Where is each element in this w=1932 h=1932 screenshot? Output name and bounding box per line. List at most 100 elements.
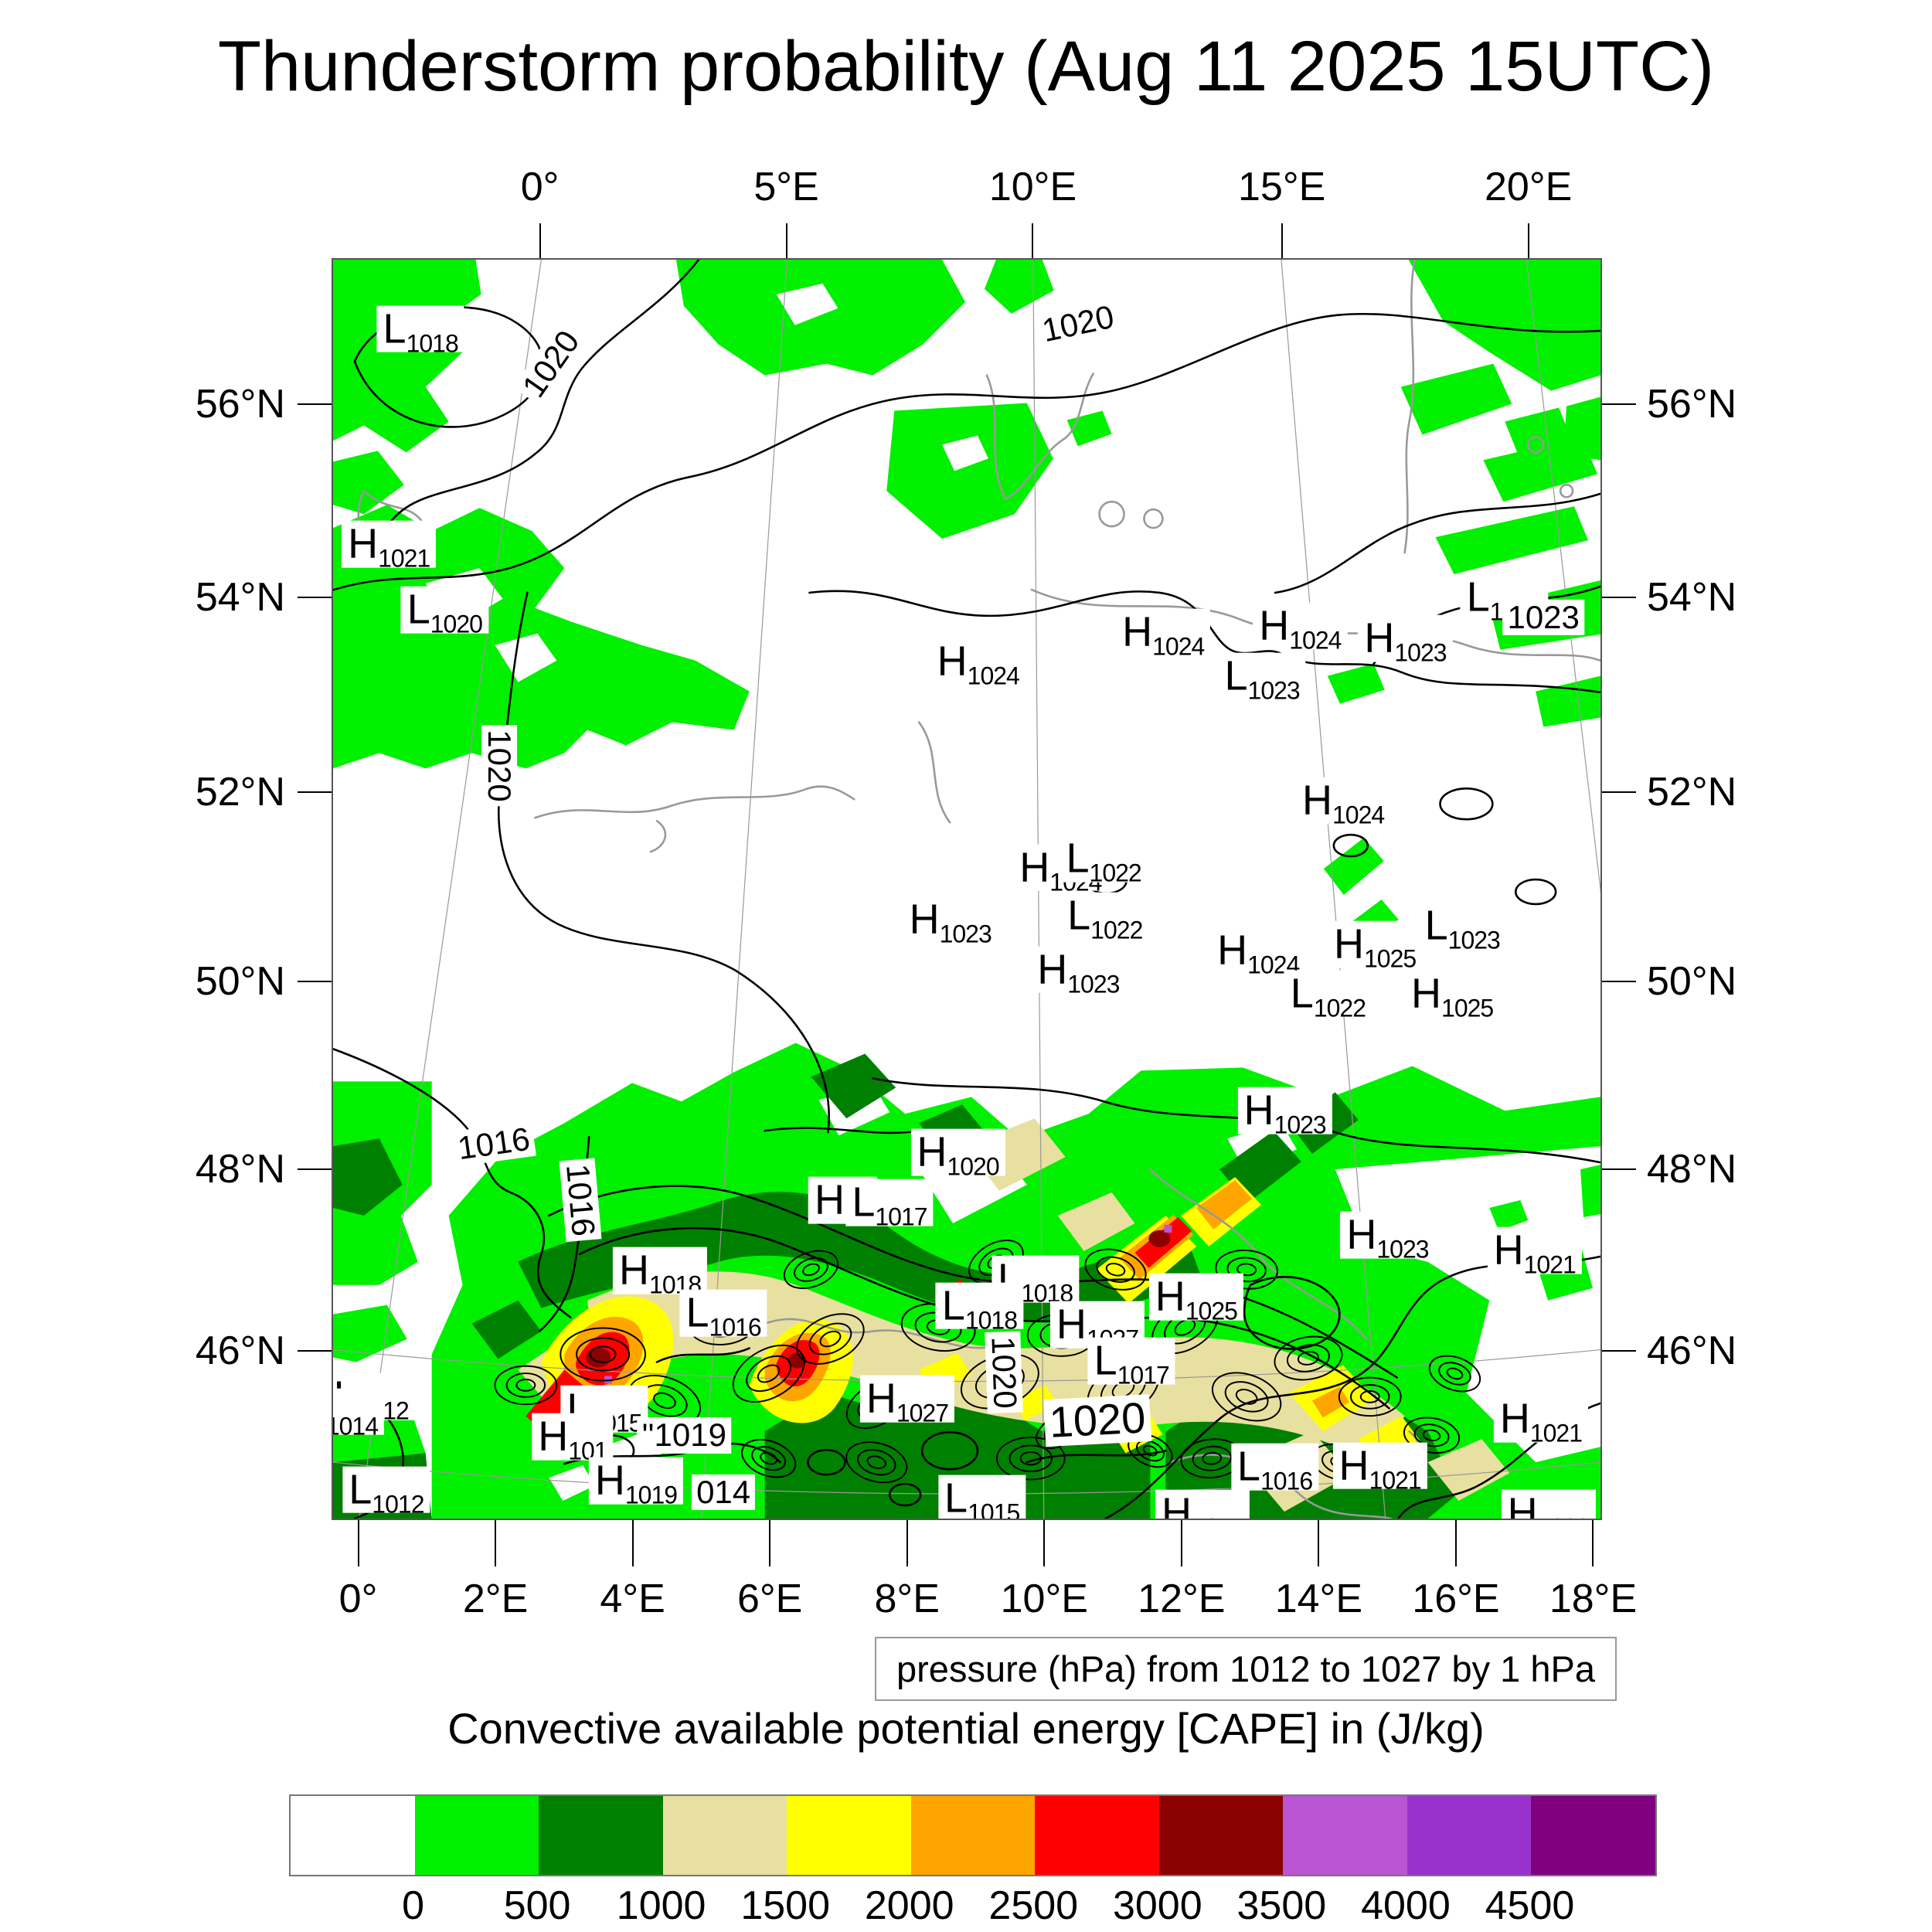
pressure-center-label: H1024 xyxy=(1211,927,1306,978)
pressure-center-value: 1023 xyxy=(1067,970,1120,998)
bottom-axis-tick xyxy=(1454,1520,1457,1566)
colorbar-cell xyxy=(787,1796,911,1875)
pressure-center-value: 1018 xyxy=(406,329,459,358)
pressure-center-value: 1021 xyxy=(378,544,430,573)
bottom-axis-tick xyxy=(357,1520,359,1566)
right-latitude-axis: 56°N 54°N 52°N 50°N 48°N 46°N xyxy=(1602,258,1849,1520)
bottom-axis-label: 10°E xyxy=(1000,1577,1088,1621)
map-area: L1018 H1021 L1020 H1024 H1024 H1024 H1023 L1023… xyxy=(332,258,1602,1520)
pressure-center-label: H1020 xyxy=(1501,1490,1596,1519)
colorbar-tick-label: 4500 xyxy=(1485,1883,1575,1928)
pressure-center-letter: L xyxy=(1224,652,1248,699)
pressure-center-letter: H xyxy=(1364,614,1395,662)
bottom-axis-label: 0° xyxy=(338,1577,378,1621)
left-axis-label: 52°N xyxy=(195,769,285,815)
bottom-axis-tick xyxy=(631,1520,634,1566)
left-axis-tick xyxy=(298,403,332,406)
pressure-center-letter: L xyxy=(349,1466,372,1513)
chart-title: Thunderstorm probability (Aug 11 2025 15… xyxy=(217,27,1715,106)
right-axis-label: 52°N xyxy=(1647,769,1737,815)
pressure-center-label: H1023 xyxy=(1358,614,1453,666)
pressure-center-label: L1012 xyxy=(342,1466,430,1517)
pressure-center-letter: H xyxy=(937,638,968,685)
left-axis-tick xyxy=(298,791,332,793)
bottom-axis-label: 4°E xyxy=(600,1577,665,1621)
pressure-center-letter: H xyxy=(1493,1226,1524,1274)
pressure-center-label: L1015 xyxy=(938,1475,1026,1519)
pressure-center-letter: L xyxy=(1094,1338,1117,1385)
pressure-center-value: 1023 xyxy=(1247,676,1301,705)
pressure-center-letter: H xyxy=(1217,927,1248,974)
pressure-center-value: 1023 xyxy=(1447,926,1501,954)
pressure-center-value: 1017 xyxy=(1117,1362,1170,1390)
colorbar-tick-label: 0 xyxy=(402,1883,424,1928)
pressure-center-label: H1024 xyxy=(1116,608,1211,660)
bottom-axis-tick xyxy=(1180,1520,1182,1566)
colorbar-cell xyxy=(539,1796,663,1875)
colorbar-tick-label: 3000 xyxy=(1112,1883,1202,1928)
pressure-center-letter: H xyxy=(866,1375,896,1422)
pressure-center-label: H1021 xyxy=(1332,1442,1427,1493)
pressure-center-letter: H xyxy=(917,1128,947,1175)
pressure-center-value: 1027 xyxy=(896,1399,949,1427)
pressure-center-value: 1020 xyxy=(947,1152,999,1181)
top-axis-label: 15°E xyxy=(1238,165,1326,209)
bottom-axis-label: 6°E xyxy=(736,1577,803,1621)
top-axis-tick xyxy=(1032,223,1034,258)
pressure-center-value: 1020 xyxy=(430,610,483,638)
colorbar-cell xyxy=(1406,1796,1532,1875)
left-axis-tick xyxy=(298,980,332,982)
left-axis-tick xyxy=(298,597,332,599)
pressure-center-letter: H xyxy=(1155,1273,1185,1320)
pressure-center-letter: L xyxy=(1236,1443,1260,1490)
cape-colorbar-labels: 0 500 1000 1500 2000 2500 3000 3500 4000 4500 xyxy=(289,1883,1654,1932)
pressure-center-letter: L xyxy=(406,586,430,633)
pressure-center-letter: H xyxy=(538,1413,569,1460)
pressure-center-value: 1023 xyxy=(1376,1236,1429,1264)
colorbar-tick-label: 500 xyxy=(503,1883,571,1928)
colorbar-tick-label: 2500 xyxy=(988,1883,1079,1928)
contour-value-label: 014 xyxy=(692,1474,756,1510)
pressure-center-label: H1025 xyxy=(1148,1273,1243,1325)
colorbar-tick-label: 1500 xyxy=(740,1883,831,1928)
pressure-center-letter: L xyxy=(1424,902,1448,949)
left-axis-label: 46°N xyxy=(195,1328,285,1374)
pressure-center-value: 1018 xyxy=(964,1306,1018,1335)
pressure-center-letter: L xyxy=(1067,892,1091,939)
pressure-center-label: H1023 xyxy=(1031,946,1126,997)
pressure-center-value: 1021 xyxy=(1369,1466,1422,1495)
pressure-center-label: H1017 xyxy=(1155,1490,1250,1519)
pressure-center-label: H101 xyxy=(532,1413,614,1464)
weather-map xyxy=(333,260,1600,1519)
right-axis-label: 56°N xyxy=(1647,382,1737,427)
pressure-center-label: L1022 xyxy=(1060,835,1148,886)
pressure-center-value: 1024 xyxy=(1289,626,1342,655)
bottom-axis-tick xyxy=(495,1520,497,1566)
pressure-center-label: H1021 xyxy=(1487,1226,1582,1277)
top-axis-tick xyxy=(1527,223,1529,258)
left-axis-label: 48°N xyxy=(195,1147,285,1192)
bottom-axis-tick xyxy=(1592,1520,1594,1566)
top-axis-tick xyxy=(539,223,541,258)
bottom-axis-tick xyxy=(906,1520,908,1566)
pressure-center-label: H1021 xyxy=(1493,1395,1588,1447)
pressure-center-letter: H xyxy=(1019,844,1050,891)
contour-value-label: 1020 xyxy=(1043,1393,1151,1447)
pressure-center-value: 1022 xyxy=(1313,994,1366,1022)
pressure-center-value: 1023 xyxy=(939,920,992,948)
pressure-center-value: 1022 xyxy=(1090,916,1143,944)
pressure-center-label: H1023 xyxy=(903,896,998,947)
pressure-center-value: 1020 xyxy=(1538,1514,1590,1519)
colorbar-tick-label: 3500 xyxy=(1236,1883,1327,1928)
top-axis-label: 20°E xyxy=(1484,165,1573,209)
right-axis-tick xyxy=(1602,980,1636,982)
pressure-center-label: H1020 xyxy=(910,1128,1005,1179)
pressure-center-value: 1025 xyxy=(1441,994,1494,1022)
pressure-center-letter: H xyxy=(1499,1395,1530,1442)
pressure-center-letter: L xyxy=(685,1290,709,1337)
pressure-center-label: H1023 xyxy=(1340,1212,1435,1263)
top-axis-label: 10°E xyxy=(988,165,1077,209)
colorbar-tick-label: 4000 xyxy=(1361,1883,1451,1928)
left-latitude-axis: 56°N 54°N 52°N 50°N 48°N 46°N xyxy=(93,258,332,1520)
